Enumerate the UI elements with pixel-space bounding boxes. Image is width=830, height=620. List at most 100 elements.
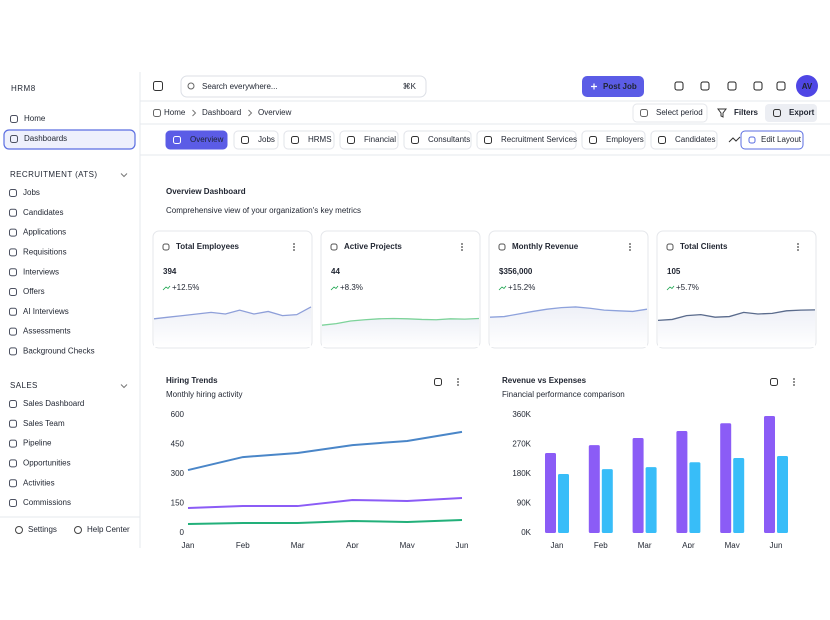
icon — [15, 526, 23, 534]
menu-icon[interactable] — [797, 243, 799, 245]
menu-icon[interactable] — [797, 249, 799, 251]
x-tick-label: Jun — [770, 541, 783, 550]
nav-item[interactable]: Home — [24, 114, 46, 123]
menu-icon[interactable] — [461, 249, 463, 251]
kpi-card — [320, 230, 481, 349]
y-tick-label: 360K — [512, 410, 531, 419]
edit-layout-button[interactable] — [740, 130, 804, 150]
kpi-change: +5.7% — [676, 283, 699, 292]
nav-item[interactable]: Pipeline — [23, 439, 52, 448]
menu-icon[interactable] — [457, 381, 459, 383]
avatar[interactable] — [796, 75, 818, 97]
kpi-title: Total Employees — [176, 242, 240, 251]
menu-icon[interactable] — [293, 249, 295, 251]
menu-icon[interactable] — [793, 378, 795, 380]
tab-label: HRMS — [308, 135, 332, 144]
breadcrumb[interactable]: Home — [164, 108, 186, 117]
nav-item[interactable]: Jobs — [23, 188, 40, 197]
icon — [347, 136, 355, 144]
nav-item[interactable]: Assessments — [23, 327, 71, 336]
y-tick-label: 0 — [180, 528, 185, 537]
icon — [187, 82, 195, 90]
post-job-button[interactable] — [582, 76, 644, 97]
tab[interactable] — [581, 130, 646, 150]
export-button[interactable] — [765, 104, 817, 122]
period-select[interactable] — [632, 103, 708, 123]
nav-item[interactable]: Requisitions — [23, 248, 67, 257]
menu-icon[interactable] — [797, 246, 799, 248]
icon — [9, 499, 17, 507]
icon — [666, 243, 674, 251]
menu-icon[interactable] — [293, 246, 295, 248]
menu-icon[interactable] — [793, 381, 795, 383]
nav-item[interactable]: Sales Team — [23, 419, 65, 428]
icon — [9, 400, 17, 408]
chevron — [248, 109, 253, 117]
icon — [9, 307, 17, 316]
tab[interactable] — [283, 130, 335, 150]
nav-item[interactable]: Sales Dashboard — [23, 399, 84, 408]
nav-item[interactable]: Candidates — [23, 208, 63, 217]
nav-item[interactable]: Dashboards — [24, 134, 67, 143]
chart-subtitle: Financial performance comparison — [502, 390, 625, 399]
menu-icon[interactable] — [461, 243, 463, 245]
bar — [558, 474, 569, 533]
icon — [241, 136, 249, 144]
icon — [153, 81, 163, 91]
menu-icon[interactable] — [629, 246, 631, 248]
menu-icon[interactable] — [793, 384, 795, 386]
tab[interactable] — [233, 130, 279, 150]
y-tick-label: 0K — [521, 528, 531, 537]
icon — [666, 285, 675, 291]
menu-icon[interactable] — [457, 384, 459, 386]
icon — [9, 459, 17, 468]
menu-icon[interactable] — [629, 243, 631, 245]
nav-item[interactable]: Interviews — [23, 267, 59, 276]
kpi-title: Active Projects — [344, 242, 402, 251]
kpi-value: 105 — [667, 267, 681, 276]
tab[interactable] — [339, 130, 399, 150]
icon — [434, 378, 442, 386]
tab-label: Financial — [364, 135, 396, 144]
nav-item[interactable]: Activities — [23, 478, 55, 487]
nav-item[interactable]: AI Interviews — [23, 307, 69, 316]
y-tick-label: 150 — [171, 499, 185, 508]
search-box[interactable] — [180, 75, 427, 98]
sparkline-area — [154, 306, 311, 347]
nav-item[interactable]: Commissions — [23, 498, 71, 507]
icon — [9, 439, 17, 448]
icon — [9, 327, 17, 336]
tab[interactable] — [476, 130, 577, 150]
icon — [658, 136, 666, 144]
icon — [74, 526, 82, 534]
filters-button[interactable]: Filters — [734, 108, 759, 117]
shortcut: ⌘K — [403, 82, 417, 91]
tab[interactable] — [403, 130, 472, 150]
icon — [727, 81, 737, 91]
x-tick-label: Apr — [346, 541, 359, 550]
menu-icon[interactable] — [461, 246, 463, 248]
menu-icon[interactable] — [293, 243, 295, 245]
x-tick-label: May — [725, 541, 740, 550]
y-tick-label: 270K — [512, 440, 531, 449]
kpi-value: 394 — [163, 267, 177, 276]
nav-item[interactable]: Applications — [23, 228, 66, 237]
line-series — [187, 496, 463, 510]
chart-subtitle: Monthly hiring activity — [166, 390, 242, 399]
footer-link[interactable]: Settings — [28, 525, 57, 534]
tab[interactable] — [650, 130, 718, 150]
logo: HRM8 — [11, 84, 36, 93]
nav-item[interactable]: Offers — [23, 287, 45, 296]
section-title: RECRUITMENT (ATS) — [10, 170, 97, 179]
icon — [411, 136, 419, 144]
menu-icon[interactable] — [629, 249, 631, 251]
footer-link[interactable]: Help Center — [87, 525, 130, 534]
tab[interactable] — [165, 130, 228, 150]
x-tick-label: May — [400, 541, 415, 550]
menu-icon[interactable] — [457, 378, 459, 380]
nav-item[interactable]: Opportunities — [23, 459, 71, 468]
kpi-title: Total Clients — [680, 242, 728, 251]
nav-item[interactable]: Background Checks — [23, 347, 95, 356]
tab-label: Recruitment Services — [501, 135, 577, 144]
breadcrumb[interactable]: Dashboard — [202, 108, 241, 117]
